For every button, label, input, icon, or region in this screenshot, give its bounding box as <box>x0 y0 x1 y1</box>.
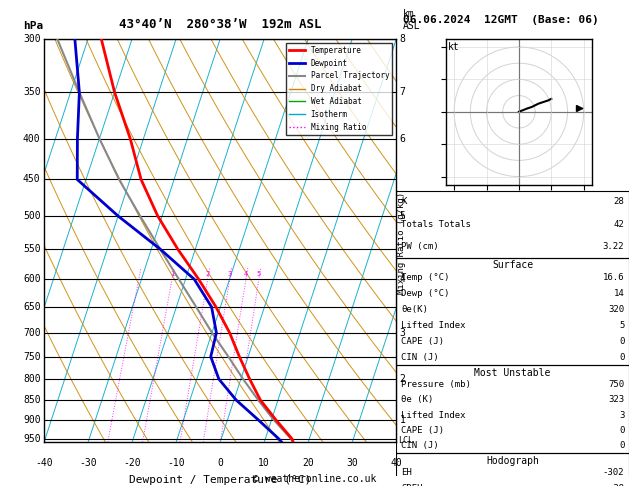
Bar <box>396 191 629 258</box>
Text: 650: 650 <box>23 302 40 312</box>
Text: 500: 500 <box>23 211 40 221</box>
Text: 42: 42 <box>614 220 625 228</box>
Text: 0: 0 <box>619 426 625 434</box>
Text: 5: 5 <box>619 321 625 330</box>
Text: 8: 8 <box>400 34 406 44</box>
Text: 40: 40 <box>391 458 402 469</box>
Text: © weatheronline.co.uk: © weatheronline.co.uk <box>253 473 376 484</box>
Text: CIN (J): CIN (J) <box>401 353 438 362</box>
Text: 16.6: 16.6 <box>603 273 625 282</box>
Text: Most Unstable: Most Unstable <box>474 368 551 379</box>
Text: Lifted Index: Lifted Index <box>401 411 465 419</box>
Text: -302: -302 <box>603 468 625 477</box>
Text: EH: EH <box>401 468 411 477</box>
Text: 06.06.2024  12GMT  (Base: 06): 06.06.2024 12GMT (Base: 06) <box>403 15 598 25</box>
Text: 350: 350 <box>23 87 40 97</box>
Text: CAPE (J): CAPE (J) <box>401 337 444 346</box>
Text: Lifted Index: Lifted Index <box>401 321 465 330</box>
Text: 0: 0 <box>619 337 625 346</box>
Text: Pressure (mb): Pressure (mb) <box>401 380 470 389</box>
Text: 3: 3 <box>400 328 406 338</box>
Text: Dewp (°C): Dewp (°C) <box>401 289 449 298</box>
Text: -40: -40 <box>35 458 53 469</box>
Text: 323: 323 <box>608 396 625 404</box>
Text: -20: -20 <box>123 458 141 469</box>
Text: 5: 5 <box>400 211 406 221</box>
Text: Surface: Surface <box>492 260 533 271</box>
Text: 400: 400 <box>23 134 40 144</box>
Text: θe(K): θe(K) <box>401 305 428 314</box>
Text: 550: 550 <box>23 244 40 254</box>
Text: 800: 800 <box>23 374 40 384</box>
Bar <box>396 365 629 453</box>
Text: θe (K): θe (K) <box>401 396 433 404</box>
Text: 4: 4 <box>400 274 406 284</box>
Text: 3.22: 3.22 <box>603 242 625 251</box>
Text: 750: 750 <box>23 352 40 362</box>
Text: 600: 600 <box>23 274 40 284</box>
Text: 3: 3 <box>619 411 625 419</box>
Text: 0: 0 <box>619 441 625 450</box>
Text: Dewpoint / Temperature (°C): Dewpoint / Temperature (°C) <box>129 474 311 485</box>
Bar <box>396 258 629 365</box>
Text: PW (cm): PW (cm) <box>401 242 438 251</box>
Text: 0: 0 <box>217 458 223 469</box>
Text: CAPE (J): CAPE (J) <box>401 426 444 434</box>
Text: 43°40’N  280°38’W  192m ASL: 43°40’N 280°38’W 192m ASL <box>119 18 321 31</box>
Text: 20: 20 <box>303 458 314 469</box>
Text: K: K <box>401 197 406 206</box>
Text: 300: 300 <box>23 34 40 44</box>
Text: 0: 0 <box>619 353 625 362</box>
Bar <box>396 453 629 486</box>
Text: 950: 950 <box>23 434 40 444</box>
Text: 750: 750 <box>608 380 625 389</box>
Text: Mixing Ratio (g/kg): Mixing Ratio (g/kg) <box>397 192 406 294</box>
Text: -10: -10 <box>167 458 185 469</box>
Text: 4: 4 <box>244 271 248 277</box>
Text: 900: 900 <box>23 415 40 425</box>
Text: 5: 5 <box>257 271 261 277</box>
Text: 6: 6 <box>400 134 406 144</box>
Text: Temp (°C): Temp (°C) <box>401 273 449 282</box>
Text: 1: 1 <box>400 415 406 425</box>
Text: 28: 28 <box>614 197 625 206</box>
Text: Totals Totals: Totals Totals <box>401 220 470 228</box>
Text: 2: 2 <box>400 374 406 384</box>
Text: 450: 450 <box>23 174 40 185</box>
Text: hPa: hPa <box>23 21 43 31</box>
Text: 320: 320 <box>608 305 625 314</box>
Text: CIN (J): CIN (J) <box>401 441 438 450</box>
Text: -39: -39 <box>608 484 625 486</box>
Text: Hodograph: Hodograph <box>486 456 539 466</box>
Text: 850: 850 <box>23 395 40 405</box>
Text: 14: 14 <box>614 289 625 298</box>
Text: km
ASL: km ASL <box>403 9 421 31</box>
Text: 1: 1 <box>170 271 174 277</box>
Text: kt: kt <box>448 42 459 52</box>
Text: 30: 30 <box>347 458 358 469</box>
Text: SREH: SREH <box>401 484 423 486</box>
Text: 2: 2 <box>206 271 210 277</box>
Text: 3: 3 <box>228 271 232 277</box>
Text: 700: 700 <box>23 328 40 338</box>
Text: 10: 10 <box>259 458 270 469</box>
Text: LCL: LCL <box>399 436 413 445</box>
Legend: Temperature, Dewpoint, Parcel Trajectory, Dry Adiabat, Wet Adiabat, Isotherm, Mi: Temperature, Dewpoint, Parcel Trajectory… <box>286 43 392 135</box>
Text: 7: 7 <box>400 87 406 97</box>
Text: -30: -30 <box>79 458 97 469</box>
